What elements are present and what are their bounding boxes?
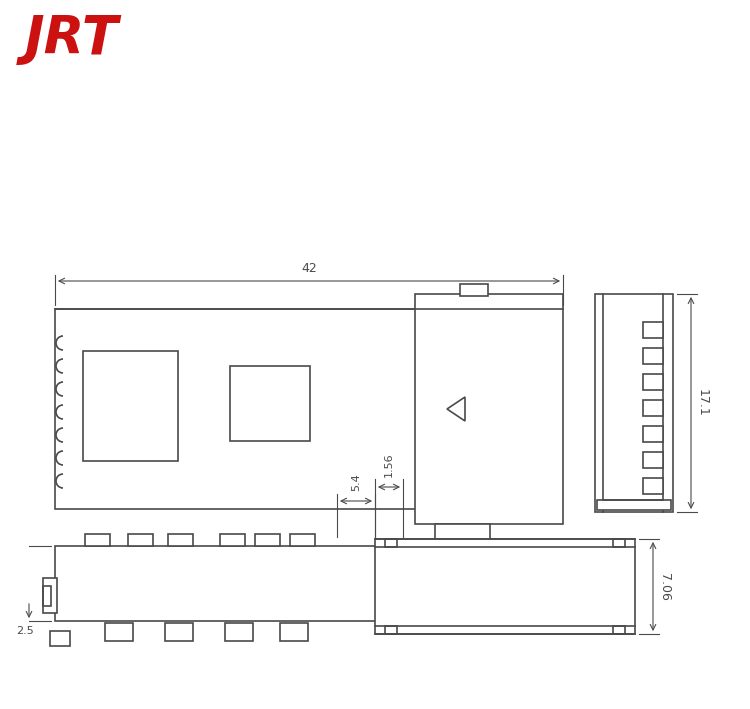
Bar	[460, 284, 488, 296]
Text: JRT: JRT	[25, 13, 118, 65]
Bar	[643, 478, 663, 494]
Bar	[50, 631, 70, 646]
Bar	[613, 626, 625, 634]
Bar	[225, 623, 253, 641]
Bar	[280, 623, 308, 641]
Bar	[643, 452, 663, 468]
Bar	[385, 539, 397, 547]
Bar	[105, 623, 133, 641]
Bar	[220, 534, 245, 546]
Bar	[168, 534, 193, 546]
Text: 17.1: 17.1	[696, 389, 709, 417]
Bar	[643, 400, 663, 416]
Text: 42: 42	[301, 262, 316, 275]
Text: 2.5: 2.5	[16, 626, 34, 636]
Bar	[415, 294, 563, 524]
Bar	[597, 500, 671, 510]
Text: 1.56: 1.56	[384, 452, 394, 477]
Bar	[643, 374, 663, 390]
Bar	[385, 626, 397, 634]
Bar	[643, 426, 663, 442]
Bar	[85, 534, 110, 546]
Bar	[595, 294, 673, 512]
Bar	[43, 586, 51, 606]
Bar	[255, 534, 280, 546]
Bar	[643, 348, 663, 364]
Bar	[230, 366, 310, 441]
Text: 7.06: 7.06	[658, 573, 671, 601]
Bar	[375, 539, 635, 634]
Bar	[55, 546, 385, 621]
Bar	[435, 524, 490, 559]
Bar	[83, 351, 178, 461]
Text: 5.4: 5.4	[351, 473, 361, 491]
Bar	[165, 623, 193, 641]
Bar	[290, 534, 315, 546]
Bar	[643, 322, 663, 338]
Bar	[43, 578, 57, 613]
Bar	[613, 539, 625, 547]
Bar	[128, 534, 153, 546]
Bar	[55, 309, 425, 509]
